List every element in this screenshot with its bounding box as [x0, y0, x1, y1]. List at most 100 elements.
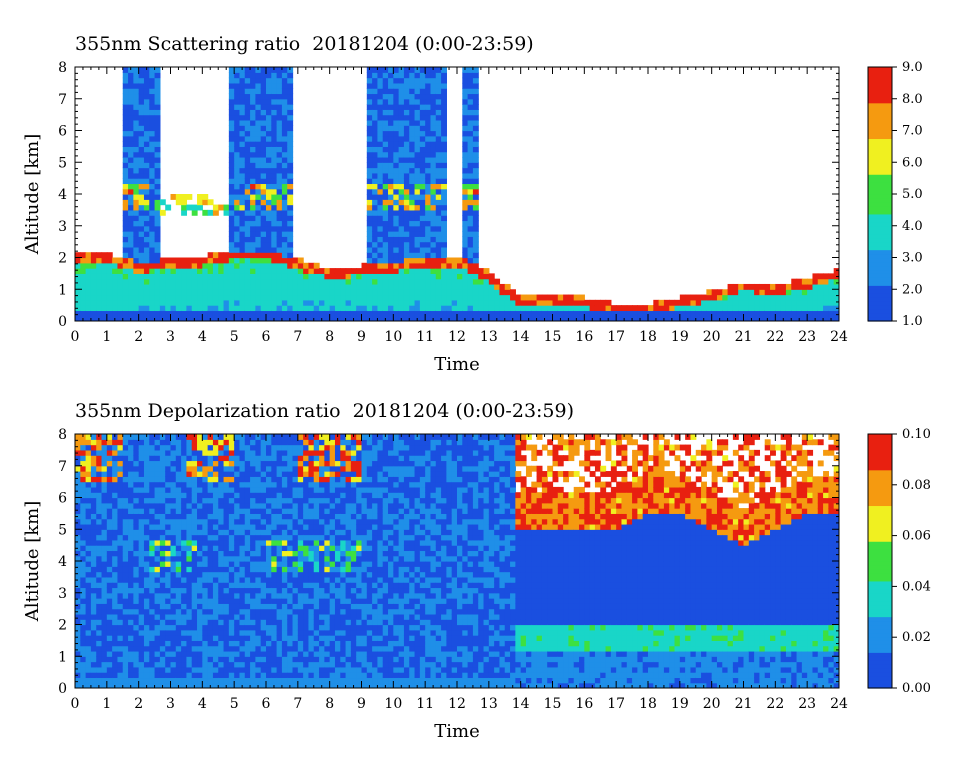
heat-cell: [80, 587, 87, 594]
heat-cell: [435, 289, 442, 296]
heat-cell: [207, 598, 214, 604]
heat-cell: [303, 268, 310, 274]
heat-cell: [281, 571, 288, 578]
heat-cell: [170, 194, 177, 200]
heat-cell: [133, 460, 140, 467]
heat-cell: [149, 529, 156, 536]
heat-cell: [499, 299, 506, 306]
heat-cell: [600, 299, 607, 306]
heat-cell: [260, 502, 267, 509]
heat-cell: [632, 315, 638, 321]
heat-cell: [154, 561, 161, 567]
heat-cell: [80, 666, 87, 673]
heat-cell: [117, 305, 124, 312]
heat-cell: [255, 439, 262, 446]
heat-cell: [467, 241, 474, 248]
heat-cell: [255, 278, 262, 285]
heat-cell: [75, 555, 81, 562]
heat-cell: [637, 305, 644, 312]
heat-cell: [266, 225, 272, 232]
heat-cell: [743, 299, 750, 306]
heat-cell: [281, 135, 288, 142]
heat-cell: [324, 299, 331, 306]
heat-cell: [159, 545, 166, 552]
heat-cell: [266, 167, 272, 174]
heat-cell: [159, 561, 166, 567]
heat-cell: [398, 109, 405, 116]
heat-cell: [366, 156, 373, 163]
heat-cell: [122, 257, 129, 264]
heat-cell: [409, 114, 416, 121]
heat-cell: [557, 299, 564, 306]
heat-cell: [510, 289, 516, 296]
colorbar-swatch: [868, 213, 892, 219]
heat-cell: [313, 278, 320, 285]
heat-cell: [377, 141, 384, 147]
heat-cell: [181, 444, 188, 451]
heat-cell: [186, 672, 193, 679]
colorbar-swatch: [868, 253, 892, 259]
heat-cell: [308, 305, 315, 312]
heat-cell: [186, 576, 193, 583]
heat-cell: [122, 439, 129, 446]
heat-cell: [419, 98, 426, 105]
heat-cell: [281, 434, 288, 440]
heat-cell: [276, 629, 283, 636]
heat-cell: [276, 566, 283, 573]
heat-cell: [366, 151, 373, 158]
heat-cell: [234, 434, 241, 440]
heat-cell: [260, 98, 267, 105]
heat-cell: [181, 656, 188, 663]
heat-cell: [472, 119, 479, 126]
heat-cell: [382, 257, 389, 264]
heat-cell: [266, 305, 272, 312]
heat-cell: [451, 305, 458, 312]
heat-cell: [122, 672, 129, 679]
heat-cell: [276, 645, 283, 652]
heat-cell: [218, 497, 225, 504]
heat-cell: [128, 299, 134, 306]
heat-cell: [117, 289, 124, 296]
heat-cell: [287, 619, 294, 626]
heat-cell: [218, 513, 225, 520]
heat-cell: [345, 268, 352, 274]
heat-cell: [239, 77, 246, 84]
heat-cell: [122, 72, 129, 79]
heat-cell: [197, 587, 203, 594]
heat-cell: [382, 119, 389, 126]
heat-cell: [393, 268, 400, 274]
heat-cell: [143, 534, 150, 541]
heat-cell: [260, 444, 267, 451]
heat-cell: [212, 523, 219, 530]
colorbar-swatch: [868, 78, 892, 84]
heat-cell: [520, 305, 527, 312]
colorbar-swatch: [868, 289, 892, 294]
heat-cell: [117, 534, 124, 541]
heat-cell: [96, 460, 103, 467]
heat-cell: [409, 246, 416, 253]
heat-cell: [430, 88, 437, 95]
heat-cell: [303, 273, 310, 280]
heat-cell: [101, 629, 108, 636]
heat-cell: [419, 246, 426, 253]
heat-cell: [170, 310, 177, 317]
heat-cell: [143, 162, 150, 169]
heat-cell: [398, 209, 405, 216]
heat-cell: [382, 204, 389, 211]
heat-cell: [228, 518, 235, 525]
heat-cell: [154, 550, 161, 557]
heat-cell: [186, 486, 193, 493]
heat-cell: [80, 629, 87, 636]
heat-cell: [117, 523, 124, 530]
heat-cell: [223, 439, 230, 446]
heat-cell: [255, 582, 262, 589]
heat-cell: [764, 299, 771, 306]
heat-cell: [128, 640, 134, 647]
heat-cell: [382, 125, 389, 132]
heat-cell: [197, 476, 203, 483]
heat-cell: [441, 283, 447, 290]
heat-cell: [181, 460, 188, 467]
heat-cell: [266, 608, 272, 615]
heat-cell: [159, 294, 166, 301]
heat-cell: [138, 77, 145, 84]
